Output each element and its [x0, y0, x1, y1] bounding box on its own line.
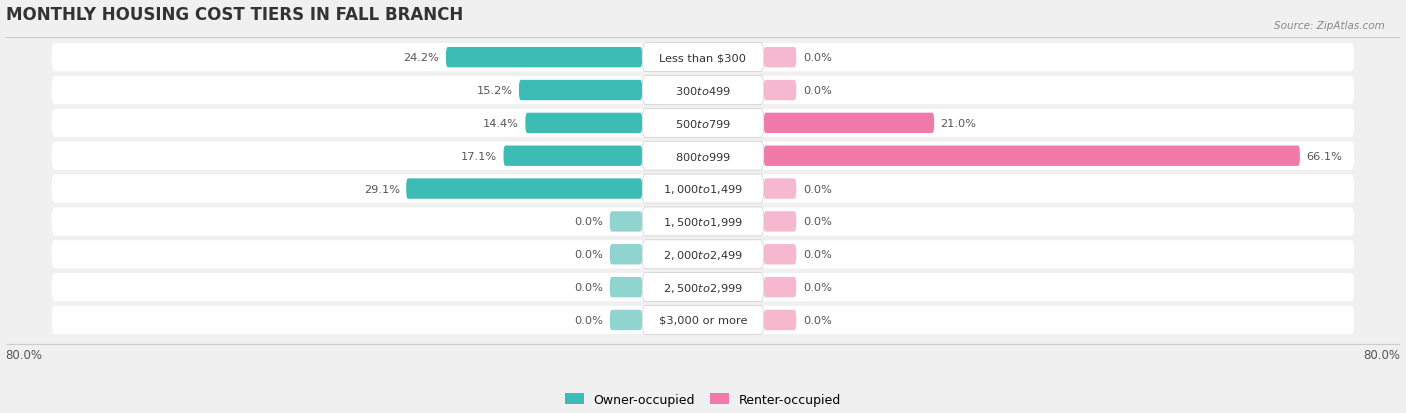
Text: 0.0%: 0.0% — [803, 53, 831, 63]
FancyBboxPatch shape — [763, 244, 796, 265]
Text: $2,500 to $2,999: $2,500 to $2,999 — [664, 281, 742, 294]
Text: 66.1%: 66.1% — [1306, 151, 1343, 161]
FancyBboxPatch shape — [610, 212, 643, 232]
Text: $800 to $999: $800 to $999 — [675, 150, 731, 162]
FancyBboxPatch shape — [52, 109, 1354, 138]
Text: $1,000 to $1,499: $1,000 to $1,499 — [664, 183, 742, 196]
FancyBboxPatch shape — [643, 109, 763, 138]
FancyBboxPatch shape — [763, 114, 934, 134]
Text: $300 to $499: $300 to $499 — [675, 85, 731, 97]
Text: 0.0%: 0.0% — [803, 315, 831, 325]
FancyBboxPatch shape — [610, 277, 643, 298]
FancyBboxPatch shape — [643, 240, 763, 269]
Text: $3,000 or more: $3,000 or more — [659, 315, 747, 325]
FancyBboxPatch shape — [446, 48, 643, 68]
FancyBboxPatch shape — [52, 240, 1354, 269]
FancyBboxPatch shape — [52, 142, 1354, 171]
FancyBboxPatch shape — [406, 179, 643, 199]
Text: $1,500 to $1,999: $1,500 to $1,999 — [664, 216, 742, 228]
Text: 0.0%: 0.0% — [575, 250, 603, 260]
FancyBboxPatch shape — [503, 146, 643, 166]
FancyBboxPatch shape — [763, 212, 796, 232]
Text: MONTHLY HOUSING COST TIERS IN FALL BRANCH: MONTHLY HOUSING COST TIERS IN FALL BRANC… — [6, 6, 463, 24]
FancyBboxPatch shape — [643, 175, 763, 204]
Text: 21.0%: 21.0% — [941, 119, 977, 128]
Text: 80.0%: 80.0% — [6, 348, 42, 361]
FancyBboxPatch shape — [52, 208, 1354, 236]
Text: 0.0%: 0.0% — [803, 86, 831, 96]
FancyBboxPatch shape — [52, 77, 1354, 105]
FancyBboxPatch shape — [526, 114, 643, 134]
Text: $2,000 to $2,499: $2,000 to $2,499 — [664, 248, 742, 261]
Text: $500 to $799: $500 to $799 — [675, 118, 731, 130]
Text: 0.0%: 0.0% — [803, 217, 831, 227]
FancyBboxPatch shape — [643, 76, 763, 105]
Legend: Owner-occupied, Renter-occupied: Owner-occupied, Renter-occupied — [560, 388, 846, 411]
Text: Source: ZipAtlas.com: Source: ZipAtlas.com — [1274, 21, 1385, 31]
Text: 0.0%: 0.0% — [803, 282, 831, 292]
Text: 0.0%: 0.0% — [803, 250, 831, 260]
FancyBboxPatch shape — [643, 44, 763, 72]
Text: 80.0%: 80.0% — [1364, 348, 1400, 361]
FancyBboxPatch shape — [763, 146, 1301, 166]
Text: 0.0%: 0.0% — [575, 217, 603, 227]
FancyBboxPatch shape — [52, 175, 1354, 203]
Text: 29.1%: 29.1% — [364, 184, 399, 194]
FancyBboxPatch shape — [763, 179, 796, 199]
FancyBboxPatch shape — [763, 277, 796, 298]
FancyBboxPatch shape — [519, 81, 643, 101]
FancyBboxPatch shape — [52, 306, 1354, 334]
Text: 24.2%: 24.2% — [404, 53, 440, 63]
Text: Less than $300: Less than $300 — [659, 53, 747, 63]
Text: 0.0%: 0.0% — [803, 184, 831, 194]
FancyBboxPatch shape — [610, 244, 643, 265]
FancyBboxPatch shape — [643, 306, 763, 335]
Text: 14.4%: 14.4% — [484, 119, 519, 128]
FancyBboxPatch shape — [52, 44, 1354, 72]
Text: 17.1%: 17.1% — [461, 151, 496, 161]
FancyBboxPatch shape — [643, 207, 763, 236]
FancyBboxPatch shape — [52, 273, 1354, 301]
FancyBboxPatch shape — [763, 48, 796, 68]
FancyBboxPatch shape — [763, 81, 796, 101]
Text: 0.0%: 0.0% — [575, 282, 603, 292]
FancyBboxPatch shape — [610, 310, 643, 330]
Text: 0.0%: 0.0% — [575, 315, 603, 325]
FancyBboxPatch shape — [643, 142, 763, 171]
FancyBboxPatch shape — [763, 310, 796, 330]
Text: 15.2%: 15.2% — [477, 86, 512, 96]
FancyBboxPatch shape — [643, 273, 763, 302]
